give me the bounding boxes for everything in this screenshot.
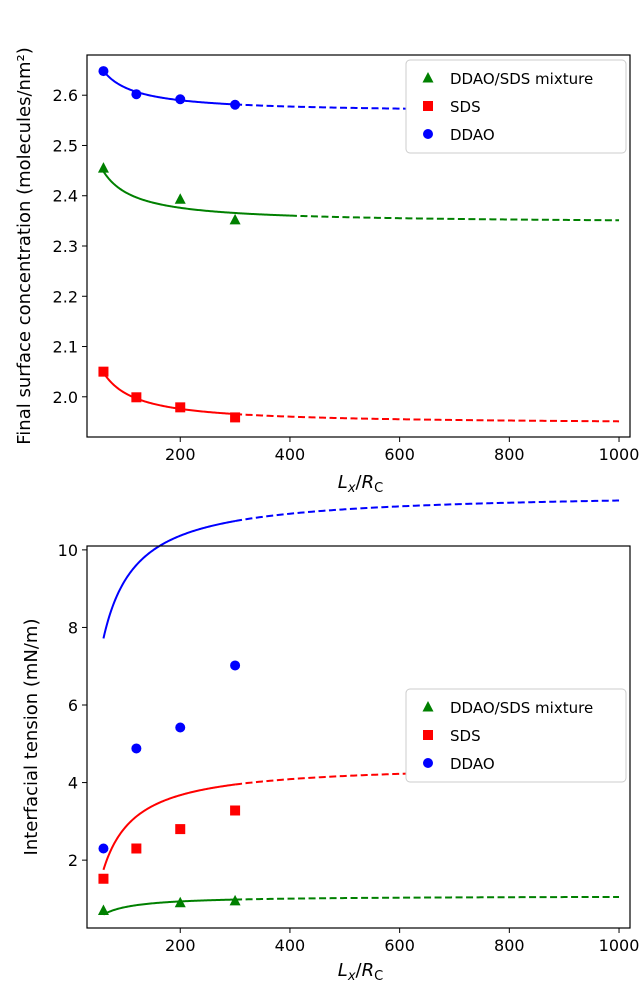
x-tick-label-0: 200 bbox=[165, 936, 196, 955]
legend-label-0: DDAO/SDS mixture bbox=[450, 70, 593, 88]
x-tick-label-4: 1000 bbox=[599, 936, 640, 955]
data-point-2-3 bbox=[230, 660, 241, 671]
data-point-1-3 bbox=[230, 412, 241, 423]
fit-curve-solid-2 bbox=[102, 520, 236, 639]
data-point-2-3 bbox=[230, 99, 241, 110]
legend-label-2: DDAO bbox=[450, 126, 495, 144]
data-point-2-1 bbox=[131, 743, 142, 754]
y-tick-label-4: 10 bbox=[58, 541, 78, 560]
data-point-2-2 bbox=[175, 94, 186, 105]
data-point-1-2 bbox=[175, 402, 186, 413]
x-tick-label-2: 600 bbox=[384, 936, 415, 955]
y-tick-label-2: 2.2 bbox=[53, 287, 78, 306]
x-tick-label-3: 800 bbox=[494, 936, 525, 955]
y-axis-label: Final surface concentration (molecules/n… bbox=[14, 47, 35, 445]
data-point-1-1 bbox=[131, 843, 142, 854]
fit-curve-solid-0 bbox=[102, 170, 290, 217]
data-point-2-0 bbox=[98, 843, 109, 854]
legend-marker-1 bbox=[423, 730, 433, 740]
y-tick-label-1: 4 bbox=[68, 774, 78, 793]
data-point-1-2 bbox=[175, 824, 186, 835]
y-tick-label-1: 2.1 bbox=[53, 338, 78, 357]
data-point-0-2 bbox=[229, 894, 241, 906]
plot-frame bbox=[86, 545, 631, 929]
y-tick-label-6: 2.6 bbox=[53, 86, 78, 105]
y-tick-label-0: 2.0 bbox=[53, 388, 78, 407]
x-tick-label-1: 400 bbox=[275, 936, 306, 955]
legend-marker-1 bbox=[423, 101, 433, 111]
fit-curve-solid-2 bbox=[102, 70, 236, 106]
legend-marker-2 bbox=[423, 129, 433, 139]
top-chart-surface-concentration: 200 400 600 800 1000 2.0 2.1 2.2 2.3 2.4 2.5 2.6 Lx/… bbox=[14, 47, 639, 496]
x-axis-label: Lx/RC bbox=[338, 960, 383, 982]
legend-label-0: DDAO/SDS mixture bbox=[450, 699, 593, 717]
legend-box bbox=[405, 688, 627, 783]
x-tick-label-3: 800 bbox=[494, 445, 525, 464]
y-tick-label-3: 8 bbox=[68, 618, 78, 637]
data-point-0-2 bbox=[229, 213, 241, 225]
legend-label-1: SDS bbox=[450, 98, 481, 116]
y-tick-label-0: 2 bbox=[68, 851, 78, 870]
legend-label-1: SDS bbox=[450, 727, 481, 745]
y-tick-label-2: 6 bbox=[68, 696, 78, 715]
data-point-1-0 bbox=[98, 366, 109, 377]
x-axis-label: Lx/RC bbox=[338, 472, 383, 496]
legend-label-2: DDAO bbox=[450, 755, 495, 773]
data-point-0-0 bbox=[97, 904, 109, 916]
data-point-0-0 bbox=[97, 162, 109, 173]
data-point-2-0 bbox=[98, 66, 109, 77]
data-point-1-1 bbox=[131, 392, 142, 403]
legend: DDAO/SDS mixture SDS DDAO bbox=[405, 59, 627, 154]
data-point-1-0 bbox=[98, 873, 109, 884]
fit-curve-solid-0 bbox=[102, 898, 236, 916]
y-tick-label-4: 2.4 bbox=[53, 187, 78, 206]
fit-curve-solid-1 bbox=[102, 783, 236, 871]
data-point-0-1 bbox=[174, 193, 186, 204]
data-point-1-3 bbox=[230, 805, 241, 816]
fit-curve-dashed-2 bbox=[234, 499, 620, 523]
x-tick-label-2: 600 bbox=[384, 445, 415, 464]
x-tick-label-4: 1000 bbox=[599, 445, 640, 464]
y-tick-label-5: 2.5 bbox=[53, 136, 78, 155]
fit-curve-dashed-1 bbox=[235, 413, 620, 423]
bottom-chart-interfacial-tension: 200 400 600 800 1000 2 4 6 8 10 Lx/RC Interfacial t… bbox=[21, 499, 640, 982]
x-tick-label-1: 400 bbox=[275, 445, 306, 464]
fit-curve-solid-1 bbox=[102, 371, 236, 416]
data-point-2-2 bbox=[175, 722, 186, 733]
legend-marker-0 bbox=[422, 701, 434, 712]
legend-box bbox=[405, 59, 627, 154]
y-axis-label: Interfacial tension (mN/m) bbox=[21, 619, 42, 856]
data-point-2-1 bbox=[131, 89, 142, 100]
x-tick-label-0: 200 bbox=[165, 445, 196, 464]
legend: DDAO/SDS mixture SDS DDAO bbox=[405, 688, 627, 783]
fit-curve-dashed-0 bbox=[235, 895, 620, 901]
legend-marker-0 bbox=[422, 72, 434, 83]
data-point-0-1 bbox=[174, 896, 186, 908]
fit-curve-dashed-0 bbox=[289, 214, 620, 222]
legend-marker-2 bbox=[423, 758, 433, 768]
y-tick-label-3: 2.3 bbox=[53, 237, 78, 256]
